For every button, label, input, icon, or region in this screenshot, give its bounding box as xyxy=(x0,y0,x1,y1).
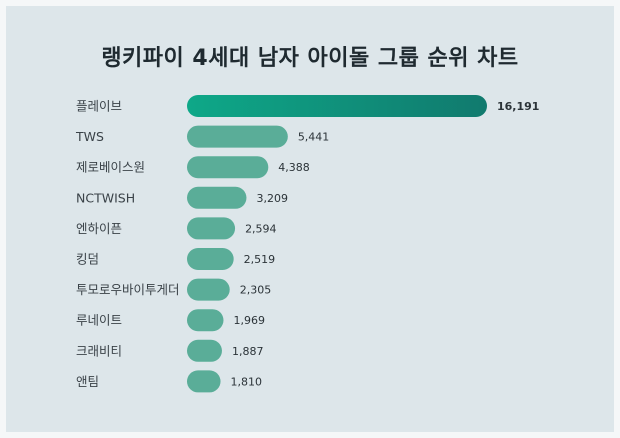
category-label: 투모로우바이투게더 xyxy=(76,282,180,297)
chart-title: 랭키파이 4세대 남자 아이돌 그룹 순위 차트 xyxy=(101,46,519,71)
category-label: TWS xyxy=(75,129,104,144)
value-label: 3,209 xyxy=(256,192,288,205)
value-label: 5,441 xyxy=(298,131,330,144)
value-label: 1,969 xyxy=(233,314,264,327)
bar xyxy=(187,370,221,393)
value-label: 2,519 xyxy=(244,253,276,266)
value-label: 4,388 xyxy=(278,161,310,174)
value-label: 2,594 xyxy=(245,222,276,235)
value-label: 1,887 xyxy=(232,345,264,358)
category-label: 앤팀 xyxy=(76,374,99,389)
value-label: 2,305 xyxy=(240,284,272,297)
category-label: 킹덤 xyxy=(76,252,99,267)
bar xyxy=(187,95,487,117)
bar xyxy=(187,248,234,270)
category-label: 엔하이픈 xyxy=(76,221,122,236)
bar xyxy=(187,217,236,240)
bar xyxy=(187,278,230,301)
bar xyxy=(187,339,222,362)
category-label: 루네이트 xyxy=(76,313,122,328)
value-label: 16,191 xyxy=(497,100,539,113)
bar xyxy=(187,125,288,148)
category-label: NCTWISH xyxy=(76,190,135,205)
chart-card: 랭키파이 4세대 남자 아이돌 그룹 순위 차트 xyxy=(6,6,614,432)
bar xyxy=(187,309,224,332)
category-label: 크래비티 xyxy=(76,343,122,358)
category-label: 제로베이스원 xyxy=(76,160,145,175)
bar xyxy=(187,186,247,209)
value-label: 1,810 xyxy=(231,375,263,388)
bar xyxy=(187,156,269,179)
category-label: 플레이브 xyxy=(76,99,122,114)
